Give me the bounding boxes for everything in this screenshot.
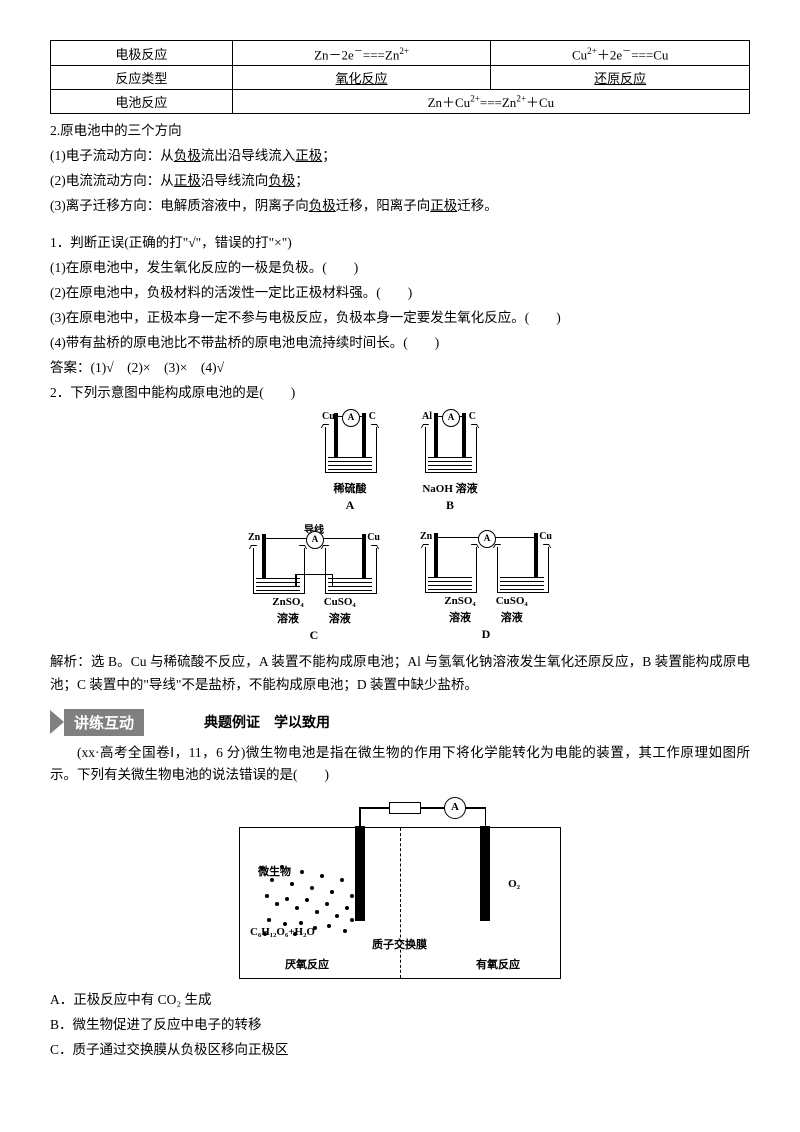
beaker-D: A Zn Cu ZnSO₄溶液 CuSO₄溶液 [420, 521, 552, 643]
diagram-row-2: 导线 A Zn [50, 521, 750, 643]
bio-cell-diagram: 微生物 C₆H₁₂O₆+H₂O 厌氧反应 O₂ 有氧反应 质子交换膜 A [50, 797, 750, 979]
judge-q3: (3)在原电池中，正极本身一定不参与电极反应，负极本身一定要发生氧化反应。( ) [50, 307, 750, 330]
ammeter-icon: A [444, 797, 466, 819]
cell-r1c2: Zn－2e－===Zn2+ [232, 41, 491, 66]
sec2-line1: (1)电子流动方向：从负极流出沿导线流入正极； [50, 145, 750, 168]
cell-r3c2: Zn＋Cu2+===Zn2+＋Cu [232, 90, 749, 114]
beaker-A: A Cu C 稀硫酸 A [320, 413, 380, 513]
judge-ans: 答案：(1)√ (2)× (3)× (4)√ [50, 357, 750, 380]
judge-title: 1．判断正误(正确的打"√"，错误的打"×") [50, 232, 750, 255]
cell-r2c1: 反应类型 [51, 66, 233, 90]
diagram-row-1: A Cu C 稀硫酸 A A Al C NaOH 溶液 B [50, 413, 750, 513]
cell-r2c3: 还原反应 [491, 66, 750, 90]
cell-r3c1: 电池反应 [51, 90, 233, 114]
bio-option-B: B．微生物促进了反应中电子的转移 [50, 1014, 750, 1037]
sec2-line3: (3)离子迁移方向：电解质溶液中，阴离子向负极迁移，阳离子向正极迁移。 [50, 195, 750, 218]
beaker-B: A Al C NaOH 溶液 B [420, 413, 480, 513]
judge-q4: (4)带有盐桥的原电池比不带盐桥的原电池电流持续时间长。( ) [50, 332, 750, 355]
explanation: 解析：选 B。Cu 与稀硫酸不反应，A 装置不能构成原电池；Al 与氢氧化钠溶液… [50, 651, 750, 697]
beaker-C: 导线 A Zn [248, 521, 380, 643]
resistor-icon [389, 802, 421, 814]
cell-r1c3: Cu2+＋2e－===Cu [491, 41, 750, 66]
cell-r2c2: 氧化反应 [232, 66, 491, 90]
bio-option-A: A．正极反应中有 CO₂ 生成 [50, 989, 750, 1012]
banner-title: 讲练互动 [64, 709, 144, 736]
sec2-title: 2.原电池中的三个方向 [50, 120, 750, 143]
cell-r1c1: 电极反应 [51, 41, 233, 66]
judge-q1: (1)在原电池中，发生氧化反应的一极是负极。( ) [50, 257, 750, 280]
sec2-line2: (2)电流流动方向：从正极沿导线流向负极； [50, 170, 750, 193]
q2-title: 2．下列示意图中能构成原电池的是( ) [50, 382, 750, 405]
ammeter-icon: A [442, 409, 460, 427]
bio-stem: (xx·高考全国卷Ⅰ，11，6 分)微生物电池是指在微生物的作用下将化学能转化为… [50, 742, 750, 788]
bio-option-C: C．质子通过交换膜从负极区移向正极区 [50, 1039, 750, 1062]
judge-q2: (2)在原电池中，负极材料的活泼性一定比正极材料强。( ) [50, 282, 750, 305]
section-banner: 讲练互动 典题例证 学以致用 [50, 709, 750, 736]
electrode-reaction-table: 电极反应 Zn－2e－===Zn2+ Cu2+＋2e－===Cu 反应类型 氧化… [50, 40, 750, 114]
ammeter-icon: A [342, 409, 360, 427]
banner-subtitle: 典题例证 学以致用 [204, 712, 330, 732]
banner-arrow-icon [50, 710, 64, 734]
